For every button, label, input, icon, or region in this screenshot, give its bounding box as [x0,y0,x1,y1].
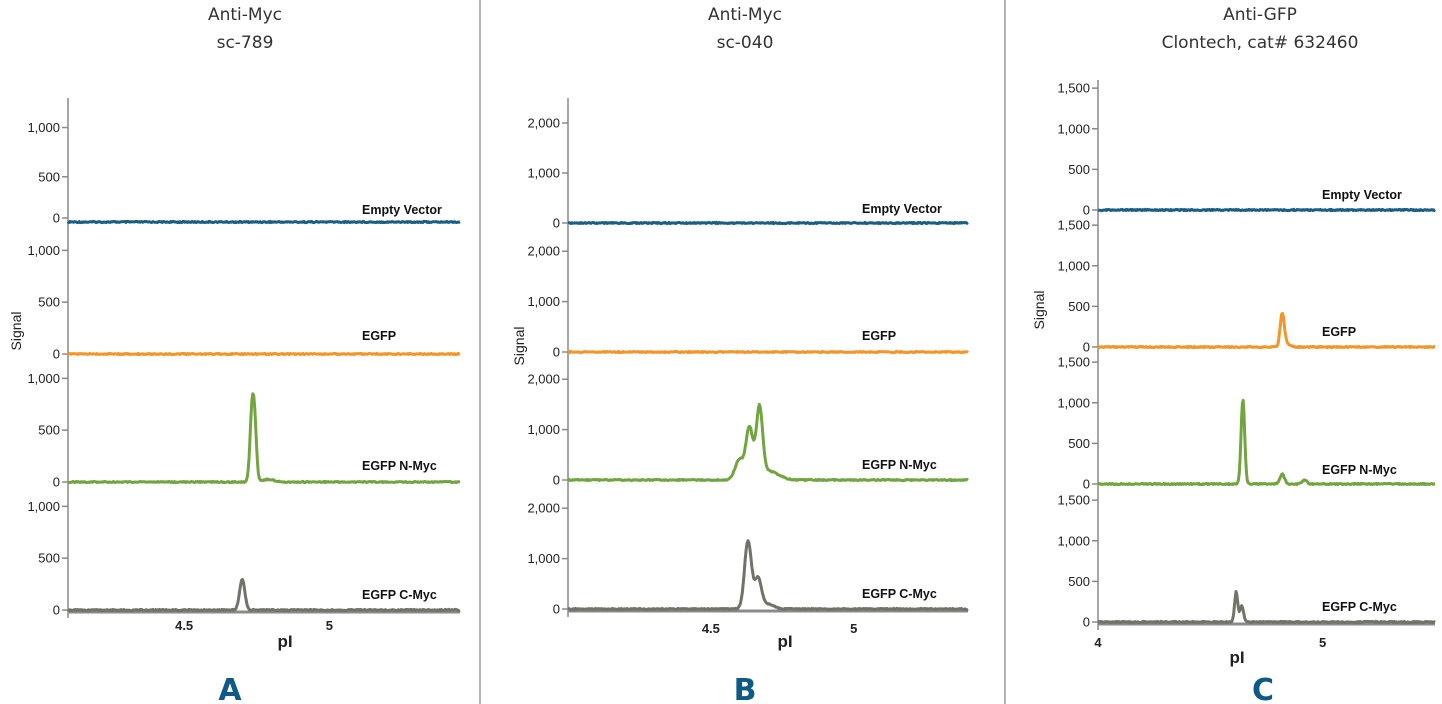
panel-a-y-tick-label: 1,000 [27,371,60,386]
panel-a-series-label-egfp-c-myc: EGFP C-Myc [362,588,437,602]
panel-c-y-tick-label: 500 [1068,574,1090,589]
panel-a-plot: 4.5 5 0 500 1,000 Empty Vector 0 500 1,000 EGFP 0 5… [27,98,461,633]
panel-a-y-tick-label: 1,000 [27,243,60,258]
panel-c-y-tick-label: 1,000 [1057,121,1090,136]
panel-a: Anti-Myc sc-789 4.5 5 0 500 1,000 Empty Vecto… [8,5,461,704]
panel-b-y-tick-label: 2,000 [527,244,560,259]
panel-a-label: A [218,673,242,704]
panel-a-series-empty-vector-line [66,219,461,225]
panel-b-y-tick-label: 1,000 [527,294,560,309]
panel-a-y-tick-label: 1,000 [27,120,60,135]
panel-b-series-egfp-line [566,349,970,355]
panel-a-x-tick-label: 4.5 [175,618,193,633]
panel-a-series-label-egfp-n-myc: EGFP N-Myc [362,459,437,473]
panel-a-series-egfp-n-myc-line [67,392,461,485]
panel-c-y-tick-label: 1,500 [1057,81,1090,96]
panel-a-y-tick-label: 0 [53,603,60,618]
panel-b-series-label-egfp-c-myc: EGFP C-Myc [862,587,937,601]
panel-a-series-egfp-line [66,351,461,357]
panel-a-y-tick-label: 0 [53,347,60,362]
panel-c-series-egfp-n-myc-line [1097,398,1436,487]
panel-a-y-tick-label: 500 [38,551,60,566]
panel-c-series-label-egfp: EGFP [1322,325,1356,339]
panel-b-y-tick-label: 1,000 [527,422,560,437]
panel-c-y-tick-label: 1,500 [1057,218,1090,233]
panel-c-y-tick-label: 500 [1068,299,1090,314]
panel-b-title-line2: sc-040 [717,33,774,53]
panel-b-y-tick-label: 2,000 [527,116,560,131]
panel-c-title-line1: Anti-GFP [1223,5,1297,25]
panel-b-y-tick-label: 2,000 [527,501,560,516]
panel-c-x-tick-label: 4 [1094,635,1102,650]
panel-a-series-label-empty-vector: Empty Vector [362,203,442,217]
panel-b-y-tick-label: 1,000 [527,551,560,566]
panel-b-series-label-egfp-n-myc: EGFP N-Myc [862,458,937,472]
panel-b-y-tick-label: 0 [553,602,560,617]
panel-c-y-axis-label: Signal [1031,291,1047,330]
panel-b-x-axis-label: pI [777,632,792,651]
panel-a-y-tick-label: 500 [38,423,60,438]
panel-c-series-label-empty-vector: Empty Vector [1322,188,1402,202]
panel-c-y-tick-label: 500 [1068,162,1090,177]
panel-b-series-label-empty-vector: Empty Vector [862,202,942,216]
panel-c-x-axis-label: pI [1229,648,1244,667]
panel-b-series-label-egfp: EGFP [862,329,896,343]
panel-c-plot: 4 5 0 500 1,000 1,500 Empty Vector 0 500 1,000 1,5… [1057,80,1436,650]
panel-c-y-tick-label: 0 [1083,477,1090,492]
panel-c-y-tick-label: 1,500 [1057,355,1090,370]
panel-a-y-tick-label: 500 [38,295,60,310]
panel-c-series-label-egfp-c-myc: EGFP C-Myc [1322,600,1397,614]
panel-b-y-tick-label: 2,000 [527,372,560,387]
panel-c-series-egfp-c-myc-line [1097,590,1436,625]
panel-b-x-tick-label: 4.5 [702,621,720,636]
panel-a-series-egfp-c-myc-line [67,578,461,613]
panel-a-x-axis-label: pI [277,632,292,651]
panel-b-y-tick-label: 1,000 [527,166,560,181]
panel-a-y-tick-label: 0 [53,475,60,490]
panel-c-y-tick-label: 500 [1068,436,1090,451]
panel-c-y-tick-label: 0 [1083,203,1090,218]
panel-c-label: C [1252,673,1274,704]
panel-c: Anti-GFP Clontech, cat# 632460 4 5 0 500 1,0… [1031,5,1436,704]
panel-b-y-axis-label: Signal [511,327,527,366]
panel-a-title-line1: Anti-Myc [208,5,282,25]
panel-a-y-tick-label: 1,000 [27,499,60,514]
panel-a-y-tick-label: 500 [38,169,60,184]
panel-c-y-tick-label: 1,000 [1057,258,1090,273]
panel-c-y-tick-label: 1,000 [1057,395,1090,410]
panel-b-plot: 4.5 5 0 1,000 2,000 Empty Vector 0 1,000 2,000 EG… [527,98,970,636]
panel-c-x-tick-label: 5 [1319,635,1326,650]
panel-b-title-line1: Anti-Myc [708,5,782,25]
panel-b-label: B [734,673,757,704]
panel-b-x-tick-label: 5 [850,621,857,636]
panel-c-series-label-egfp-n-myc: EGFP N-Myc [1322,463,1397,477]
panel-b-y-tick-label: 0 [553,345,560,360]
panel-a-series-label-egfp: EGFP [362,329,396,343]
panel-b-series-egfp-n-myc-line [566,402,969,483]
panel-c-series-empty-vector-line [1097,207,1436,213]
panel-b-series-empty-vector-line [567,220,969,226]
panel-c-y-tick-label: 1,500 [1057,493,1090,508]
panel-b-series-egfp-c-myc-line [567,539,969,612]
panel-a-x-tick-label: 5 [326,618,333,633]
panel-a-title-line2: sc-789 [217,33,274,53]
panel-b-y-tick-label: 0 [553,473,560,488]
panel-b-y-tick-label: 0 [553,216,560,231]
panel-c-series-egfp-line [1096,312,1436,350]
panel-a-y-tick-label: 0 [53,211,60,226]
panel-c-title-line2: Clontech, cat# 632460 [1162,33,1359,53]
panel-b: Anti-Myc sc-040 4.5 5 0 1,000 2,000 Empty Vec… [511,5,970,704]
panel-c-y-tick-label: 1,000 [1057,533,1090,548]
panel-a-y-axis-label: Signal [8,312,24,351]
panel-c-y-tick-label: 0 [1083,615,1090,630]
panel-c-y-tick-label: 0 [1083,340,1090,355]
